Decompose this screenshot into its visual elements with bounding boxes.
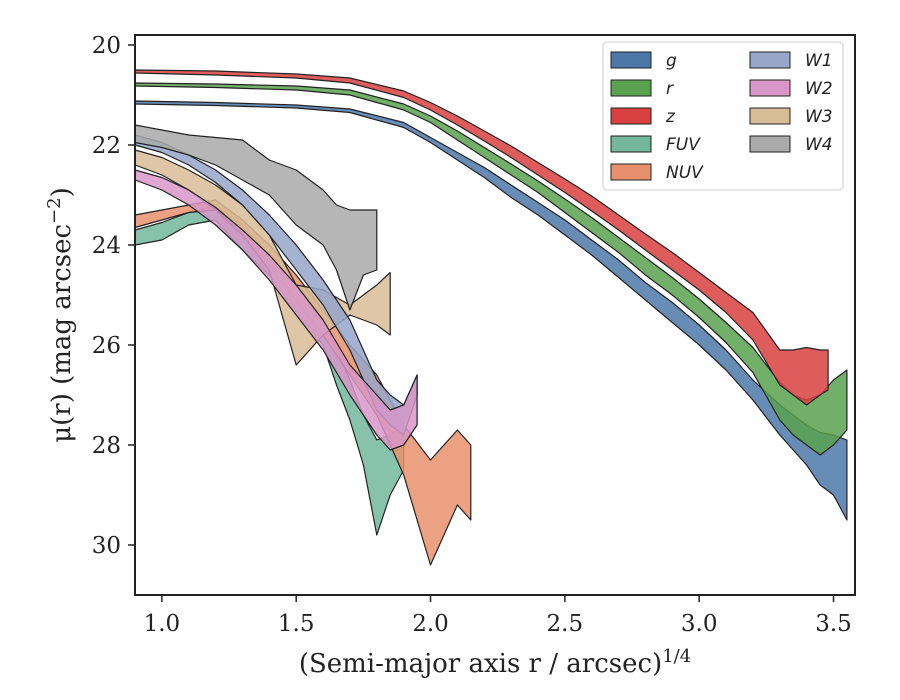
tick-layer: 1.0 1.5 2.0 2.5 3.0 3.5 20 22 24 26 28 30 bbox=[92, 33, 852, 637]
y-tick-label: 22 bbox=[92, 133, 121, 159]
band-r bbox=[134, 82, 848, 456]
legend-swatch-g bbox=[610, 51, 652, 69]
legend-label-z: z bbox=[665, 107, 676, 127]
x-tick-label: 3.5 bbox=[815, 611, 852, 637]
legend-swatch-w3 bbox=[749, 107, 791, 125]
x-tick-label: 2.0 bbox=[412, 611, 449, 637]
y-tick-label: 26 bbox=[92, 333, 121, 359]
legend-label-nuv: NUV bbox=[666, 163, 704, 183]
legend-label-w3: W3 bbox=[805, 107, 833, 127]
x-tick-label: 1.0 bbox=[144, 611, 181, 637]
y-tick-label: 20 bbox=[92, 33, 121, 59]
y-tick-label: 28 bbox=[92, 433, 121, 459]
legend-swatch-nuv bbox=[610, 163, 652, 181]
band-w2 bbox=[134, 169, 418, 451]
y-tick-label: 30 bbox=[92, 533, 121, 559]
band-layer bbox=[134, 69, 848, 566]
band-g bbox=[134, 100, 848, 521]
plot-frame bbox=[134, 34, 856, 596]
band-w4 bbox=[134, 124, 378, 311]
legend-box bbox=[602, 41, 844, 191]
y-axis-title: μ(r) (mag arcsec−2) bbox=[44, 187, 78, 443]
legend-swatch-fuv bbox=[610, 135, 652, 153]
legend-swatch-w1 bbox=[749, 51, 791, 69]
legend-swatch-z bbox=[610, 107, 652, 125]
legend-swatch-r bbox=[610, 79, 652, 97]
legend-label-g: g bbox=[666, 51, 677, 71]
band-z bbox=[134, 69, 829, 406]
legend-label-w1: W1 bbox=[805, 51, 833, 71]
legend-label-w2: W2 bbox=[805, 79, 833, 99]
x-tick-label: 2.5 bbox=[547, 611, 584, 637]
legend-label-fuv: FUV bbox=[666, 135, 701, 155]
y-tick-label: 24 bbox=[92, 233, 121, 259]
legend: grz FUV NUV W1 W2 W3 W4 bbox=[602, 41, 844, 191]
legend-swatch-w4 bbox=[749, 135, 791, 153]
x-axis-title: (Semi-major axis r / arcsec)1/4 bbox=[299, 646, 691, 680]
legend-label-r: r bbox=[666, 79, 674, 99]
x-tick-label: 3.0 bbox=[681, 611, 718, 637]
x-tick-label: 1.5 bbox=[278, 611, 315, 637]
legend-label-w4: W4 bbox=[805, 135, 833, 155]
legend-swatch-w2 bbox=[749, 79, 791, 97]
